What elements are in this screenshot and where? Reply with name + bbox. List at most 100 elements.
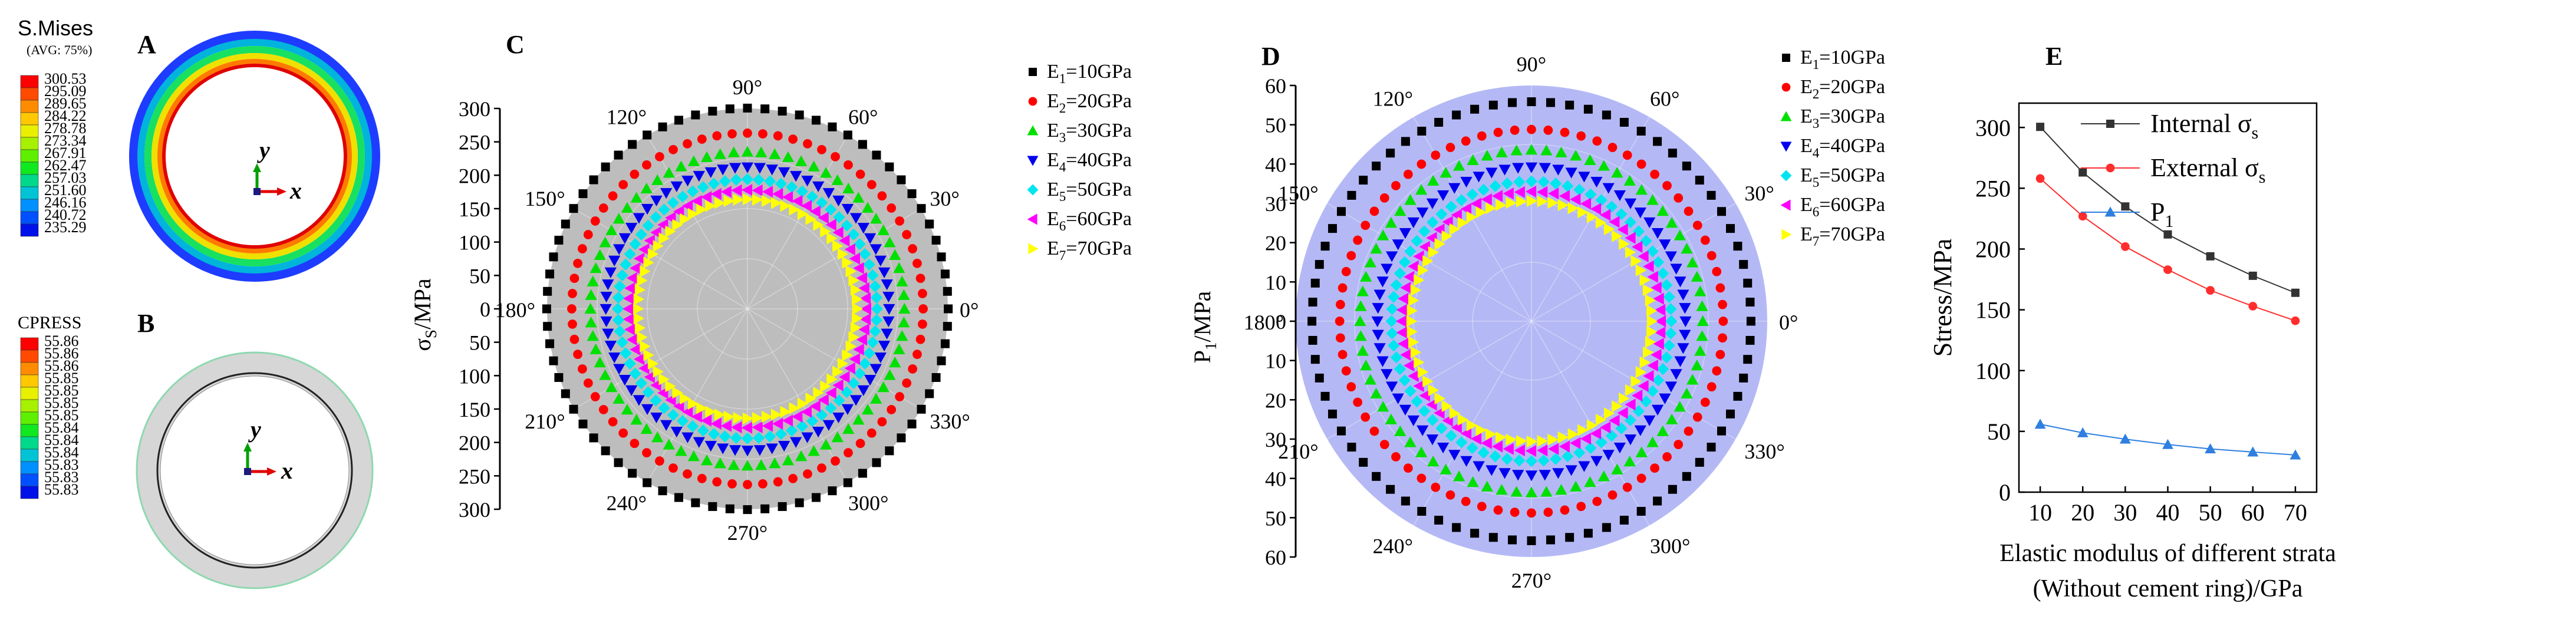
- mises-ring-band-cyan: [137, 39, 372, 273]
- data-point: [1413, 250, 1424, 263]
- data-point: [1526, 195, 1538, 207]
- data-point: [642, 448, 651, 458]
- data-point: [874, 352, 887, 364]
- data-point: [1392, 393, 1404, 404]
- data-point: [598, 405, 608, 414]
- data-point: [1537, 454, 1550, 467]
- data-point: [1434, 238, 1445, 250]
- data-point: [1426, 198, 1439, 209]
- data-point: [1639, 274, 1651, 286]
- data-point: [858, 469, 867, 478]
- data-point: [1573, 183, 1586, 196]
- data-point: [687, 397, 699, 410]
- data-point: [1552, 164, 1564, 176]
- data-point: [1646, 194, 1659, 205]
- data-point: [849, 395, 862, 406]
- data-point: [1583, 529, 1593, 538]
- data-point: [687, 207, 699, 220]
- data-point: [1674, 229, 1686, 240]
- data-point: [1419, 240, 1430, 253]
- data-point: [918, 319, 927, 329]
- data-point: [1565, 533, 1574, 542]
- data-point: [1632, 405, 1645, 417]
- panel-label-c: C: [506, 30, 525, 59]
- data-point: [719, 175, 731, 187]
- data-point: [629, 238, 641, 250]
- data-point: [614, 325, 626, 338]
- data-point: [569, 273, 579, 284]
- data-point: [543, 286, 552, 296]
- data-point: [870, 213, 882, 224]
- data-point: [1467, 476, 1479, 487]
- data-point: [696, 203, 707, 216]
- data-point: [1707, 250, 1717, 261]
- data-point: [1473, 172, 1485, 183]
- mises-legend-value: 262.47: [44, 157, 87, 174]
- data-point: [931, 373, 941, 382]
- data-point: [1338, 283, 1348, 293]
- data-point: [640, 423, 653, 434]
- data-point: [1651, 281, 1662, 294]
- data-point: [618, 375, 631, 386]
- data-point: [741, 421, 753, 434]
- mises-legend-value: 257.03: [44, 169, 87, 186]
- data-point: [1415, 184, 1428, 195]
- data-point: [1427, 174, 1439, 186]
- data-point: [806, 190, 819, 203]
- data-point: [1386, 484, 1395, 494]
- legend-label: P1: [2150, 197, 2173, 231]
- data-point: [1437, 190, 1450, 202]
- data-point: [841, 219, 853, 232]
- data-point: [1625, 398, 1636, 411]
- data-point: [1602, 450, 1615, 461]
- data-point: [650, 394, 662, 407]
- data-point: [778, 440, 790, 452]
- data-point: [870, 393, 882, 404]
- data-point: [773, 477, 783, 487]
- legend-marker: [1027, 213, 1037, 225]
- radial-tick-label: 10: [1265, 271, 1286, 294]
- data-point: [741, 173, 754, 186]
- y-tick-label: 200: [1975, 236, 2011, 263]
- data-point: [2248, 302, 2258, 311]
- data-point: [605, 224, 618, 235]
- data-point: [1526, 435, 1538, 448]
- data-point: [1422, 255, 1434, 268]
- x-tick-label: 50: [2199, 499, 2222, 526]
- cpress-legend-value: 55.84: [44, 444, 79, 461]
- data-point: [697, 424, 709, 437]
- data-point: [832, 195, 845, 207]
- data-point: [1611, 167, 1623, 178]
- data-point: [917, 204, 926, 213]
- data-point: [1452, 110, 1461, 120]
- data-point: [625, 223, 638, 234]
- data-point: [780, 200, 791, 212]
- data-point: [1617, 223, 1628, 236]
- data-point: [1435, 422, 1448, 434]
- data-point: [1668, 149, 1677, 158]
- data-point: [1508, 535, 1517, 545]
- data-point: [870, 314, 883, 327]
- data-point: [1647, 271, 1658, 283]
- data-point: [643, 478, 652, 487]
- data-point: [635, 228, 648, 241]
- data-point: [822, 188, 835, 199]
- data-point: [937, 252, 946, 262]
- data-point: [870, 291, 883, 304]
- data-point: [752, 421, 763, 434]
- y-axis-title: Stress/MPa: [1928, 239, 1957, 357]
- angle-label: 210°: [525, 410, 565, 433]
- panel-label-d: D: [1261, 42, 1280, 71]
- data-point: [1516, 195, 1527, 207]
- data-point: [1510, 486, 1523, 497]
- data-point: [1453, 160, 1465, 171]
- data-point: [2206, 286, 2215, 295]
- data-point: [1578, 172, 1590, 183]
- data-point: [1320, 391, 1330, 401]
- data-point: [753, 445, 766, 456]
- data-point: [1434, 393, 1445, 405]
- data-point: [727, 479, 737, 489]
- data-point: [1613, 442, 1626, 454]
- data-point: [719, 430, 731, 443]
- data-point: [771, 197, 782, 209]
